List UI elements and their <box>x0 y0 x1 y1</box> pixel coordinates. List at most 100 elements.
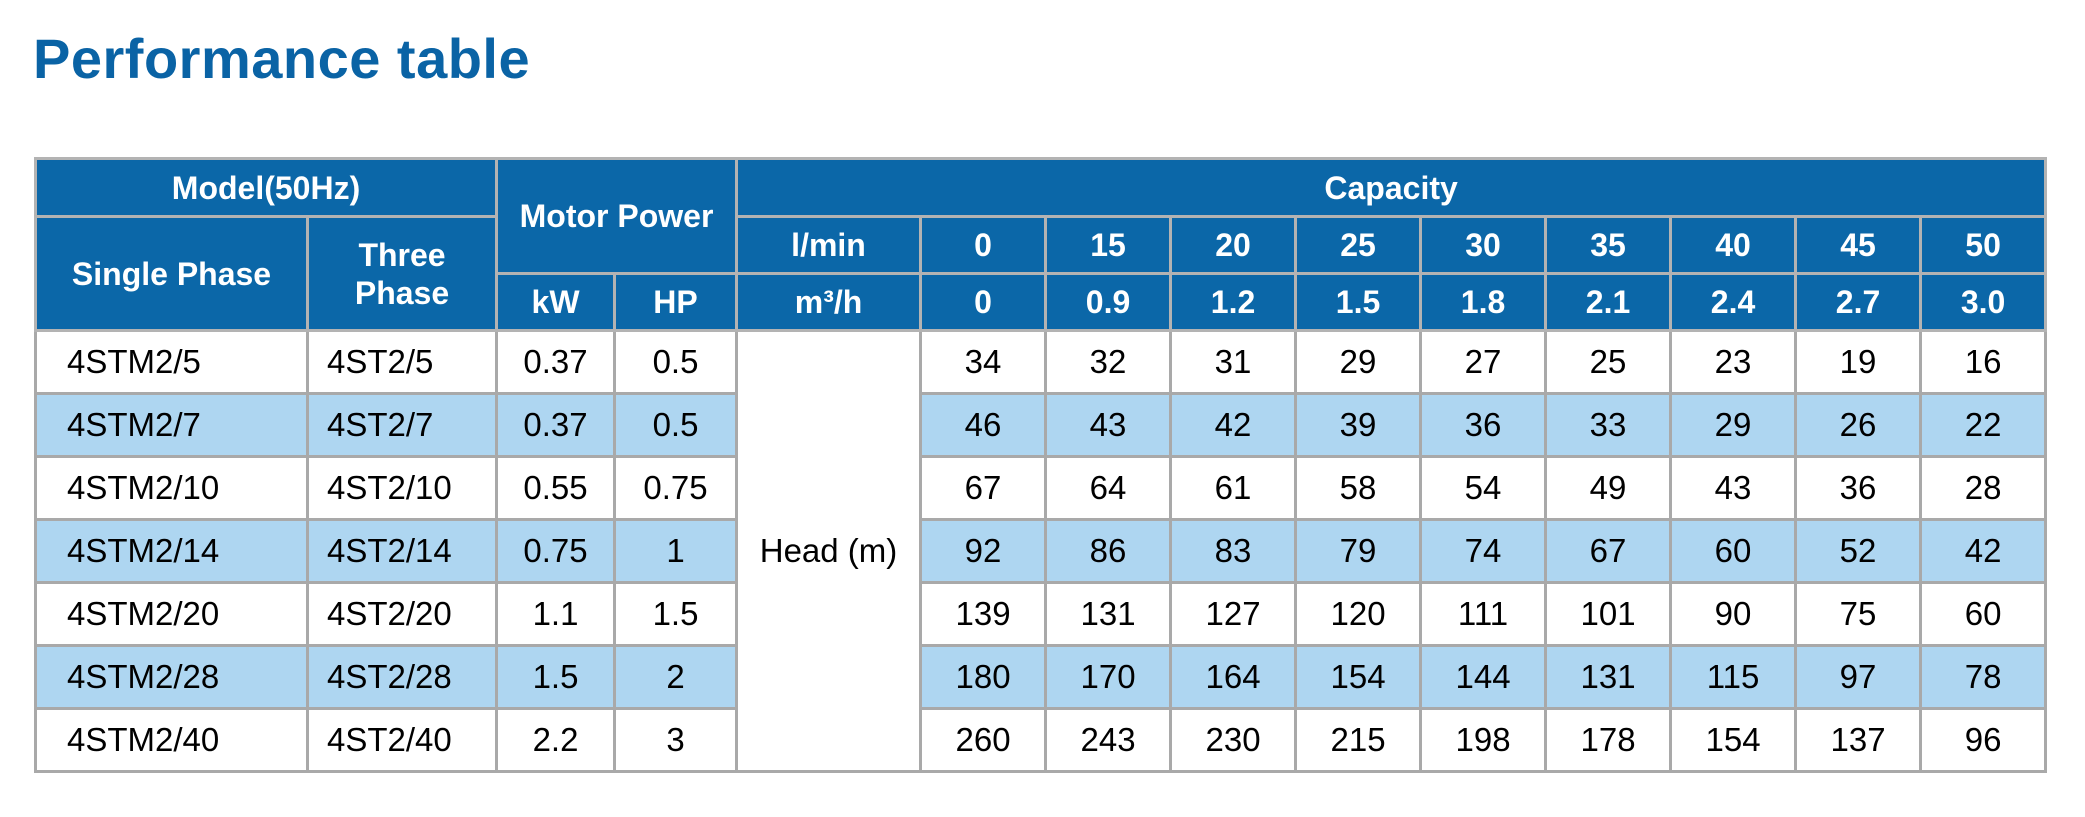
table-header: Model(50Hz) Motor Power Capacity Single … <box>33 157 2048 332</box>
head-value: 131 <box>1044 581 1173 647</box>
head-value: 92 <box>919 518 1048 584</box>
capacity-m3h-cell: 2.7 <box>1794 272 1923 332</box>
head-value: 19 <box>1794 329 1923 395</box>
page-title: Performance table <box>33 27 531 90</box>
head-value: 90 <box>1669 581 1798 647</box>
capacity-lmin-cell: 25 <box>1294 215 1423 275</box>
head-value: 230 <box>1169 707 1298 773</box>
table-body: 4STM2/5 4ST2/5 0.37 0.5 Head (m) 34 32 31 29 27 25… <box>34 329 2048 773</box>
capacity-lmin-cell: 0 <box>919 215 1048 275</box>
head-value: 27 <box>1419 329 1548 395</box>
head-value: 137 <box>1794 707 1923 773</box>
head-value: 36 <box>1794 455 1923 521</box>
power-kw: 0.37 <box>495 392 617 458</box>
head-value: 22 <box>1919 392 2048 458</box>
head-value: 58 <box>1294 455 1423 521</box>
single-phase-model: 4STM2/28 <box>34 644 309 710</box>
capacity-lmin-cell: 40 <box>1669 215 1798 275</box>
power-hp: 0.5 <box>613 329 739 395</box>
head-value: 61 <box>1169 455 1298 521</box>
head-value: 29 <box>1294 329 1423 395</box>
capacity-lmin-cell: 30 <box>1419 215 1548 275</box>
head-value: 42 <box>1919 518 2048 584</box>
head-value: 43 <box>1669 455 1798 521</box>
head-value: 29 <box>1669 392 1798 458</box>
power-kw: 0.55 <box>495 455 617 521</box>
head-value: 96 <box>1919 707 2048 773</box>
head-value: 33 <box>1544 392 1673 458</box>
power-hp: 1 <box>613 518 739 584</box>
head-value: 36 <box>1419 392 1548 458</box>
power-hp: 3 <box>613 707 739 773</box>
head-value: 78 <box>1919 644 2048 710</box>
table-row: 4STM2/10 4ST2/10 0.55 0.75 67 64 61 58 54 49 43 36 2… <box>34 455 2048 521</box>
performance-table: Model(50Hz) Motor Power Capacity Single … <box>33 157 2048 773</box>
kw-header: kW <box>495 272 617 332</box>
power-kw: 0.75 <box>495 518 617 584</box>
power-hp: 0.75 <box>613 455 739 521</box>
head-value: 32 <box>1044 329 1173 395</box>
head-value: 74 <box>1419 518 1548 584</box>
head-value: 86 <box>1044 518 1173 584</box>
head-value: 170 <box>1044 644 1173 710</box>
capacity-m3h-cell: 2.4 <box>1669 272 1798 332</box>
single-phase-model: 4STM2/7 <box>34 392 309 458</box>
capacity-m3h-cell: 1.8 <box>1419 272 1548 332</box>
head-value: 154 <box>1294 644 1423 710</box>
capacity-lmin-cell: 15 <box>1044 215 1173 275</box>
table-row: 4STM2/28 4ST2/28 1.5 2 180 170 164 154 144 131 115… <box>34 644 2048 710</box>
single-phase-model: 4STM2/10 <box>34 455 309 521</box>
capacity-lmin-cell: 45 <box>1794 215 1923 275</box>
motor-power-header: Motor Power <box>495 157 739 275</box>
single-phase-header: Single Phase <box>34 215 309 332</box>
head-value: 52 <box>1794 518 1923 584</box>
single-phase-model: 4STM2/40 <box>34 707 309 773</box>
head-value: 31 <box>1169 329 1298 395</box>
power-kw: 2.2 <box>495 707 617 773</box>
head-value: 115 <box>1669 644 1798 710</box>
head-value: 39 <box>1294 392 1423 458</box>
head-value: 75 <box>1794 581 1923 647</box>
three-phase-model: 4ST2/40 <box>305 707 499 773</box>
table-row: 4STM2/40 4ST2/40 2.2 3 260 243 230 215 198 178 154… <box>34 707 2048 773</box>
three-phase-model: 4ST2/28 <box>305 644 499 710</box>
capacity-lmin-cell: 50 <box>1919 215 2048 275</box>
head-value: 243 <box>1044 707 1173 773</box>
model-header: Model(50Hz) <box>33 157 499 218</box>
head-value: 60 <box>1919 581 2048 647</box>
lmin-unit-label: l/min <box>735 215 923 275</box>
m3h-unit-label: m³/h <box>735 272 923 332</box>
power-kw: 0.37 <box>495 329 617 395</box>
power-hp: 0.5 <box>613 392 739 458</box>
table-row: 4STM2/7 4ST2/7 0.37 0.5 46 43 42 39 36 33 29 26 22 <box>34 392 2048 458</box>
head-value: 67 <box>1544 518 1673 584</box>
head-value: 64 <box>1044 455 1173 521</box>
head-label: Head (m) <box>735 329 923 773</box>
three-phase-model: 4ST2/20 <box>305 581 499 647</box>
head-value: 34 <box>919 329 1048 395</box>
head-value: 120 <box>1294 581 1423 647</box>
head-value: 42 <box>1169 392 1298 458</box>
head-value: 215 <box>1294 707 1423 773</box>
head-value: 49 <box>1544 455 1673 521</box>
head-value: 26 <box>1794 392 1923 458</box>
table-row: 4STM2/20 4ST2/20 1.1 1.5 139 131 127 120 111 101 9… <box>34 581 2048 647</box>
three-phase-model: 4ST2/10 <box>305 455 499 521</box>
power-kw: 1.5 <box>495 644 617 710</box>
power-hp: 2 <box>613 644 739 710</box>
head-value: 28 <box>1919 455 2048 521</box>
capacity-lmin-cell: 35 <box>1544 215 1673 275</box>
capacity-m3h-cell: 0.9 <box>1044 272 1173 332</box>
head-value: 60 <box>1669 518 1798 584</box>
head-value: 180 <box>919 644 1048 710</box>
head-value: 67 <box>919 455 1048 521</box>
capacity-m3h-cell: 1.2 <box>1169 272 1298 332</box>
three-phase-model: 4ST2/7 <box>305 392 499 458</box>
power-hp: 1.5 <box>613 581 739 647</box>
capacity-m3h-cell: 0 <box>919 272 1048 332</box>
power-kw: 1.1 <box>495 581 617 647</box>
head-value: 97 <box>1794 644 1923 710</box>
head-value: 260 <box>919 707 1048 773</box>
head-value: 127 <box>1169 581 1298 647</box>
head-value: 101 <box>1544 581 1673 647</box>
